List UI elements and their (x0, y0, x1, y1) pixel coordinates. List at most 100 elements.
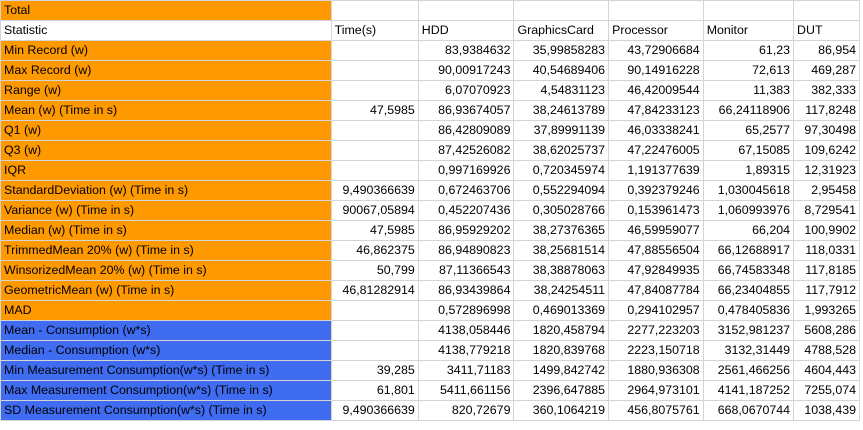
row-label-cell[interactable]: TrimmedMean 20% (w) (Time in s) (0, 240, 332, 261)
value-cell-hdd[interactable]: 86,42809089 (417, 120, 515, 141)
value-cell-monitor[interactable]: 4141,187252 (702, 380, 795, 401)
value-cell-dut[interactable]: 5608,286 (793, 320, 860, 341)
value-cell-processor[interactable]: 1880,936308 (608, 360, 704, 381)
header-cell-dut[interactable]: DUT (793, 20, 860, 41)
value-cell-graphicscard[interactable]: 38,24613789 (513, 100, 610, 121)
value-cell-graphicscard[interactable]: 1820,458794 (513, 320, 610, 341)
value-cell-dut[interactable]: 469,287 (793, 60, 860, 81)
value-cell-monitor[interactable]: 66,12688917 (702, 240, 795, 261)
value-cell-hdd[interactable]: 4138,058446 (417, 320, 515, 341)
header-cell-statistic[interactable]: Statistic (0, 20, 332, 41)
value-cell-hdd[interactable]: 0,452207436 (417, 200, 515, 221)
value-cell-monitor[interactable]: 66,204 (702, 220, 795, 241)
value-cell-graphicscard[interactable]: 0,720345974 (513, 160, 610, 181)
value-cell-monitor[interactable]: 2561,466256 (702, 360, 795, 381)
value-cell-time[interactable]: 46,862375 (330, 240, 419, 261)
value-cell-time[interactable]: 47,5985 (330, 100, 419, 121)
value-cell-dut[interactable]: 1,993265 (793, 300, 860, 321)
value-cell-processor[interactable]: 47,92849935 (608, 260, 704, 281)
value-cell-hdd[interactable]: 86,93674057 (417, 100, 515, 121)
value-cell-processor[interactable]: 46,42009544 (608, 80, 704, 101)
value-cell-monitor[interactable]: 61,23 (702, 40, 795, 61)
value-cell-dut[interactable]: 2,95458 (793, 180, 860, 201)
value-cell-processor[interactable]: 47,84233123 (608, 100, 704, 121)
row-label-cell[interactable]: Max Record (w) (0, 60, 332, 81)
value-cell-graphicscard[interactable]: 38,25681514 (513, 240, 610, 261)
value-cell-processor[interactable]: 47,84087784 (608, 280, 704, 301)
value-cell-time[interactable]: 47,5985 (330, 220, 419, 241)
value-cell-monitor[interactable]: 1,030045618 (702, 180, 795, 201)
value-cell-dut[interactable]: 86,954 (793, 40, 860, 61)
value-cell-monitor[interactable]: 65,2577 (702, 120, 795, 141)
value-cell-graphicscard[interactable]: 2396,647885 (513, 380, 610, 401)
value-cell-processor[interactable]: 46,03338241 (608, 120, 704, 141)
value-cell-dut[interactable]: 1038,439 (793, 400, 860, 421)
value-cell-graphicscard[interactable]: 37,89991139 (513, 120, 610, 141)
row-label-cell[interactable]: Mean - Consumption (w*s) (0, 320, 332, 341)
value-cell-graphicscard[interactable]: 38,27376365 (513, 220, 610, 241)
value-cell-hdd[interactable]: 0,997169926 (417, 160, 515, 181)
header-cell-graphicscard[interactable]: GraphicsCard (513, 20, 610, 41)
value-cell-dut[interactable]: 8,729541 (793, 200, 860, 221)
value-cell-processor[interactable]: 47,88556504 (608, 240, 704, 261)
value-cell-time[interactable] (330, 160, 419, 181)
row-label-cell[interactable]: SD Measurement Consumption(w*s) (Time in… (0, 400, 332, 421)
value-cell-processor[interactable]: 2223,150718 (608, 340, 704, 361)
cell[interactable] (793, 0, 860, 21)
value-cell-monitor[interactable]: 11,383 (702, 80, 795, 101)
value-cell-dut[interactable]: 109,6242 (793, 140, 860, 161)
value-cell-dut[interactable]: 117,7912 (793, 280, 860, 301)
value-cell-monitor[interactable]: 66,74583348 (702, 260, 795, 281)
value-cell-dut[interactable]: 117,8185 (793, 260, 860, 281)
row-label-cell[interactable]: MAD (0, 300, 332, 321)
row-label-cell[interactable]: IQR (0, 160, 332, 181)
value-cell-graphicscard[interactable]: 0,305028766 (513, 200, 610, 221)
value-cell-processor[interactable]: 46,59959077 (608, 220, 704, 241)
row-label-cell[interactable]: Median (w) (Time in s) (0, 220, 332, 241)
value-cell-processor[interactable]: 0,153961473 (608, 200, 704, 221)
value-cell-time[interactable]: 61,801 (330, 380, 419, 401)
header-cell-monitor[interactable]: Monitor (702, 20, 795, 41)
row-label-cell[interactable]: Median - Consumption (w*s) (0, 340, 332, 361)
value-cell-graphicscard[interactable]: 1820,839768 (513, 340, 610, 361)
value-cell-monitor[interactable]: 1,89315 (702, 160, 795, 181)
cell[interactable] (330, 0, 419, 21)
value-cell-processor[interactable]: 47,22476005 (608, 140, 704, 161)
value-cell-time[interactable] (330, 120, 419, 141)
value-cell-hdd[interactable]: 0,672463706 (417, 180, 515, 201)
value-cell-dut[interactable]: 4788,528 (793, 340, 860, 361)
row-label-cell[interactable]: Q3 (w) (0, 140, 332, 161)
value-cell-dut[interactable]: 12,31923 (793, 160, 860, 181)
value-cell-dut[interactable]: 100,9902 (793, 220, 860, 241)
value-cell-graphicscard[interactable]: 1499,842742 (513, 360, 610, 381)
value-cell-hdd[interactable]: 820,72679 (417, 400, 515, 421)
value-cell-graphicscard[interactable]: 40,54689406 (513, 60, 610, 81)
value-cell-time[interactable] (330, 60, 419, 81)
row-label-cell[interactable]: WinsorizedMean 20% (w) (Time in s) (0, 260, 332, 281)
value-cell-processor[interactable]: 0,392379246 (608, 180, 704, 201)
value-cell-processor[interactable]: 2964,973101 (608, 380, 704, 401)
value-cell-time[interactable] (330, 80, 419, 101)
title-cell[interactable]: Total (0, 0, 332, 21)
cell[interactable] (702, 0, 795, 21)
value-cell-time[interactable]: 9,490366639 (330, 400, 419, 421)
cell[interactable] (608, 0, 704, 21)
value-cell-dut[interactable]: 7255,074 (793, 380, 860, 401)
value-cell-hdd[interactable]: 90,00917243 (417, 60, 515, 81)
value-cell-processor[interactable]: 43,72906684 (608, 40, 704, 61)
header-cell-time[interactable]: Time(s) (330, 20, 419, 41)
row-label-cell[interactable]: StandardDeviation (w) (Time in s) (0, 180, 332, 201)
value-cell-monitor[interactable]: 66,24118906 (702, 100, 795, 121)
value-cell-hdd[interactable]: 86,93439864 (417, 280, 515, 301)
value-cell-processor[interactable]: 0,294102957 (608, 300, 704, 321)
value-cell-hdd[interactable]: 0,572896998 (417, 300, 515, 321)
value-cell-time[interactable]: 9,490366639 (330, 180, 419, 201)
row-label-cell[interactable]: Range (w) (0, 80, 332, 101)
value-cell-hdd[interactable]: 87,42526082 (417, 140, 515, 161)
value-cell-monitor[interactable]: 67,15085 (702, 140, 795, 161)
value-cell-graphicscard[interactable]: 0,552294094 (513, 180, 610, 201)
value-cell-time[interactable]: 50,799 (330, 260, 419, 281)
value-cell-hdd[interactable]: 86,95929202 (417, 220, 515, 241)
value-cell-dut[interactable]: 117,8248 (793, 100, 860, 121)
value-cell-dut[interactable]: 97,30498 (793, 120, 860, 141)
